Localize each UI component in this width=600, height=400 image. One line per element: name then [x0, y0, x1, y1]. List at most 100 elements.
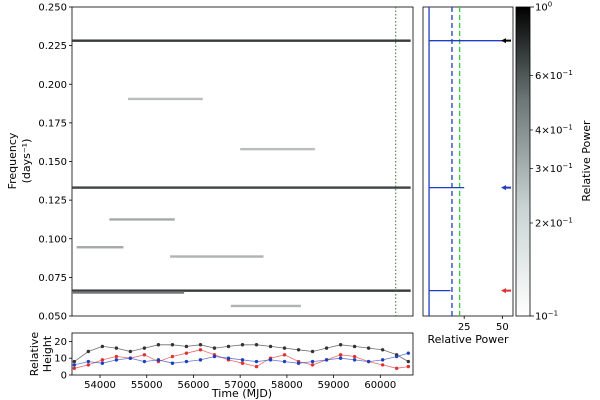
- height-point-0-7: [170, 343, 175, 347]
- height-point-1-22: [380, 363, 385, 367]
- heatmap-bands: [72, 39, 411, 308]
- heatmap-ytick-label-2: 0.100: [38, 234, 67, 245]
- height-point-0-22: [380, 348, 385, 352]
- height-point-0-19: [338, 343, 343, 347]
- height-point-2-2: [100, 361, 105, 365]
- height-point-2-7: [170, 361, 175, 365]
- heatmap-ytick-label-4: 0.150: [38, 157, 67, 168]
- heatmap-ytick-label-0: 0.050: [38, 312, 67, 323]
- power-xtick-label-0: 25: [458, 322, 471, 333]
- heatmap-band-0: [72, 39, 411, 42]
- height-xtick-label-4: 58000: [271, 380, 303, 391]
- power-panel: 25 50 Relative Power: [422, 6, 514, 346]
- height-xlabel: Time (MJD): [211, 387, 272, 400]
- height-point-1-5: [142, 353, 147, 357]
- height-point-0-0: [72, 359, 77, 364]
- colorbar-minor-label-0: 6×10−1: [535, 69, 573, 82]
- colorbar-minor-label-2-base: 3×10: [535, 164, 562, 175]
- height-point-2-16: [296, 361, 301, 365]
- height-frame: [71, 332, 414, 376]
- colorbar-major-label-0-base: 10: [535, 3, 548, 14]
- height-point-2-11: [226, 356, 231, 360]
- heatmap-ytick-label-6: 0.200: [38, 80, 67, 91]
- heatmap-ytick-label-1: 0.075: [38, 273, 67, 284]
- height-point-2-13: [254, 359, 259, 364]
- height-point-0-11: [226, 344, 231, 349]
- colorbar-minor-label-3-exp: −1: [562, 216, 572, 224]
- colorbar-label: Relative Power: [580, 120, 593, 202]
- height-point-1-1: [86, 363, 91, 367]
- height-point-2-1: [86, 359, 91, 364]
- height-panel: 54000 55000 56000 57000 58000 59000 60000 0 10 2…: [28, 332, 414, 400]
- colorbar-minor-label-3-base: 2×10: [535, 218, 562, 229]
- height-point-2-4: [128, 356, 133, 360]
- heatmap-band-7: [240, 147, 315, 151]
- height-point-2-14: [268, 358, 273, 362]
- colorbar-major-label-1-base: 10: [535, 312, 548, 323]
- height-point-0-10: [212, 346, 217, 350]
- colorbar-minor-label-1: 4×10−1: [535, 123, 573, 136]
- colorbar-major-label-0-exp: 0: [548, 1, 552, 9]
- height-xtick-label-0: 54000: [84, 380, 116, 391]
- height-point-0-24: [406, 359, 411, 364]
- heatmap-ytick-label-5: 0.175: [38, 118, 67, 129]
- height-ytick-label-0: 0: [61, 371, 67, 382]
- heatmap-ytick-label-8: 0.250: [38, 3, 67, 14]
- height-point-1-17: [310, 363, 315, 367]
- power-x-ticks: 25 50: [458, 316, 509, 333]
- heatmap-band-9: [76, 246, 124, 249]
- height-point-2-23: [394, 354, 399, 359]
- colorbar-minor-label-0-exp: −1: [562, 69, 572, 77]
- power-thresholds: [451, 7, 461, 316]
- height-point-0-5: [142, 346, 147, 350]
- height-point-0-15: [282, 346, 287, 350]
- colorbar-major-label-1-exp: −1: [548, 310, 558, 318]
- height-point-2-10: [212, 354, 217, 359]
- height-point-2-0: [72, 363, 77, 367]
- height-point-2-8: [184, 359, 189, 364]
- colorbar-minor-label-3: 2×10−1: [535, 216, 573, 229]
- height-point-1-13: [254, 364, 259, 369]
- height-point-1-19: [338, 353, 343, 357]
- height-point-1-8: [184, 351, 189, 355]
- height-point-0-4: [128, 349, 133, 354]
- height-point-1-23: [394, 366, 399, 370]
- height-ylabel-line2: Height: [41, 335, 54, 372]
- heatmap-band-1: [72, 186, 411, 189]
- heatmap-band-6: [128, 97, 203, 101]
- height-x-ticks: 54000 55000 56000 57000 58000 59000 60000: [84, 375, 396, 391]
- height-point-0-9: [198, 343, 203, 347]
- height-point-1-0: [72, 366, 77, 370]
- height-point-2-24: [406, 351, 411, 355]
- height-point-0-2: [100, 344, 105, 349]
- heatmap-panel: 0.050 0.075 0.100 0.125 0.150 0.175 0.200 0.225…: [6, 3, 414, 323]
- colorbar-major-label-0: 100: [535, 1, 552, 14]
- heatmap-ytick-label-7: 0.225: [38, 41, 67, 52]
- height-point-1-20: [352, 354, 357, 359]
- colorbar-minor-label-0-base: 6×10: [535, 71, 562, 82]
- heatmap-band-2: [72, 289, 411, 292]
- height-point-0-13: [254, 343, 259, 347]
- height-point-2-6: [156, 358, 161, 362]
- power-xtick-label-1: 50: [496, 322, 509, 333]
- height-point-1-7: [170, 354, 175, 359]
- colorbar-minor-label-1-base: 4×10: [535, 125, 562, 136]
- height-point-0-20: [352, 344, 357, 349]
- height-point-2-3: [114, 358, 119, 362]
- height-point-2-19: [338, 356, 343, 360]
- height-point-2-22: [380, 358, 385, 362]
- height-point-1-9: [198, 348, 203, 352]
- height-xtick-label-1: 55000: [131, 380, 163, 391]
- height-point-1-3: [114, 354, 119, 359]
- height-point-0-17: [310, 349, 315, 354]
- height-point-2-12: [240, 358, 245, 362]
- height-point-2-17: [310, 359, 315, 364]
- power-peak-marker-2: [501, 288, 511, 294]
- power-peaks: [429, 38, 511, 294]
- heatmap-y-ticks: 0.050 0.075 0.100 0.125 0.150 0.175 0.200 0.225…: [38, 3, 72, 323]
- heatmap-band-4: [109, 218, 175, 221]
- colorbar-minor-label-2: 3×10−1: [535, 162, 573, 175]
- height-point-0-12: [240, 343, 245, 347]
